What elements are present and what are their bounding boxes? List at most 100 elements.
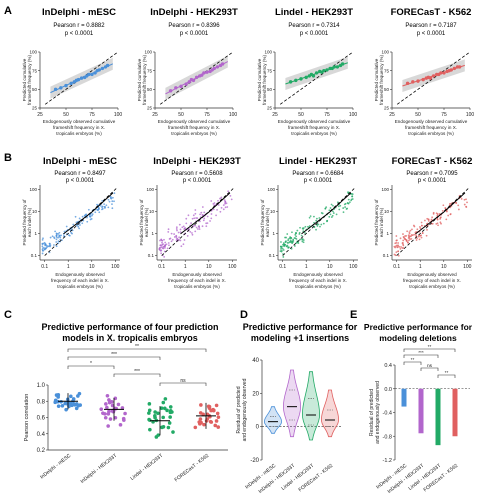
panel-b-point xyxy=(405,239,408,242)
panel-b-x-label: tropicalis embryos (%) xyxy=(57,284,103,289)
panel-a-point xyxy=(428,76,433,80)
panel-b-point xyxy=(402,244,405,247)
panel-b-point xyxy=(347,198,350,201)
panel-b-identity-line xyxy=(161,186,235,256)
panel-b-fit-line xyxy=(301,192,352,235)
panel-b-x-label: Endogenously observed xyxy=(55,272,105,277)
panel-b-point xyxy=(74,215,77,218)
panel-b-point xyxy=(296,229,299,232)
panel-a-x-tick-label: 100 xyxy=(114,112,123,118)
panel-b-point xyxy=(289,240,291,243)
panel-c-point xyxy=(216,425,221,429)
panel-a-x-tick-label: 50 xyxy=(63,112,69,118)
panel-b-point xyxy=(170,232,173,235)
panel-b-point xyxy=(295,235,298,238)
panel-letter-a: A xyxy=(4,5,12,17)
panel-b-point xyxy=(404,235,406,237)
panel-a-y-tick-label: 50 xyxy=(32,87,38,92)
panel-c-point xyxy=(153,410,157,414)
panel-c-point xyxy=(156,433,161,437)
panel-b-point xyxy=(224,202,226,205)
panel-b-x-tick-label: 1 xyxy=(419,264,422,270)
panel-b-point xyxy=(85,213,88,216)
panel-b-x-tick-label: 0.1 xyxy=(41,264,48,270)
panel-b-point xyxy=(210,200,213,202)
panel-b-point xyxy=(170,240,173,243)
panel-b-point xyxy=(301,238,304,240)
panel-a-point xyxy=(215,65,220,69)
panel-b-point xyxy=(222,208,225,211)
panel-b-point xyxy=(329,213,332,216)
panel-c-point xyxy=(104,402,108,406)
panel-b-y-tick-label: 100 xyxy=(267,187,275,192)
panel-b-point xyxy=(282,256,285,258)
panel-c-category-label: InDelphi - mESC xyxy=(39,453,72,481)
panel-e-y-tick-label: -0.8 xyxy=(383,434,392,440)
panel-b-point xyxy=(87,208,90,211)
panel-b-point xyxy=(177,231,180,234)
panel-b-point xyxy=(399,237,402,240)
panel-a-pvalue: p < 0.0001 xyxy=(180,31,209,37)
panel-a-point xyxy=(304,75,308,80)
panel-b-point xyxy=(324,207,327,210)
panel-a-point xyxy=(174,86,178,90)
panel-b-point xyxy=(331,214,334,217)
panel-b-point xyxy=(206,215,209,218)
panel-b-point xyxy=(202,219,205,222)
panel-b-point xyxy=(42,242,45,245)
panel-b-point xyxy=(210,217,213,220)
panel-a-y-label: Predicted cumulative xyxy=(22,58,27,101)
panel-b-point xyxy=(288,246,290,249)
panel-c-point xyxy=(198,411,203,415)
panel-b-identity-line xyxy=(396,186,470,256)
panel-c-point xyxy=(211,408,216,413)
panel-b-point xyxy=(212,202,215,205)
panel-b-title: InDelphi - HEK293T xyxy=(153,156,241,167)
panel-a-point xyxy=(340,62,345,66)
panel-b-x-label: Endogenously observed xyxy=(172,272,222,277)
panel-b-point xyxy=(446,210,448,213)
panel-b-point xyxy=(193,217,196,220)
panel-d-y-tick-label: 0 xyxy=(256,425,260,431)
panel-c-point xyxy=(105,405,109,410)
panel-c-point xyxy=(163,397,168,401)
panel-b-fit-line xyxy=(415,192,466,235)
panel-b-point xyxy=(203,217,206,220)
panel-b-point xyxy=(96,203,98,206)
panel-b-point xyxy=(217,204,220,206)
panel-b-fit-line xyxy=(63,192,114,235)
panel-b-point xyxy=(210,213,213,215)
panel-b-point xyxy=(303,231,306,234)
panel-b-point xyxy=(183,239,186,241)
panel-c-point xyxy=(147,402,152,406)
panel-e-significance-bracket xyxy=(437,374,456,378)
panel-b-point xyxy=(44,243,47,245)
panel-b-point xyxy=(427,218,430,221)
panel-a-y-tick-label: 25 xyxy=(147,106,153,111)
panel-b-point xyxy=(280,250,283,253)
panel-b-point xyxy=(203,211,206,214)
panel-a-x-label: tropicalis embryos (%) xyxy=(291,131,337,136)
panel-b-point xyxy=(397,254,400,257)
panel-c-point xyxy=(123,411,127,416)
panel-b-x-tick-label: 100 xyxy=(111,264,120,270)
panel-b-pearson: Pearson r = 0.8497 xyxy=(54,171,106,177)
panel-b-point xyxy=(420,221,423,224)
panel-b-point xyxy=(294,233,297,236)
panel-b-point xyxy=(175,235,178,238)
panel-b-point xyxy=(328,209,331,212)
panel-b-point xyxy=(220,196,223,199)
panel-b-point xyxy=(344,206,347,208)
panel-b-point xyxy=(41,238,44,241)
panel-b-point xyxy=(191,232,193,234)
panel-b-point xyxy=(318,217,321,219)
panel-a-point xyxy=(202,71,206,75)
panel-c-y-tick-label: 1.0 xyxy=(37,383,46,389)
panel-a-point xyxy=(322,68,326,73)
panel-b-point xyxy=(426,228,428,231)
panel-a-y-label: frameshift frequency (%) xyxy=(142,55,147,106)
panel-d-category-label: FORECasT - K562 xyxy=(298,463,335,494)
panel-b-point xyxy=(325,206,328,209)
panel-c-significance-bracket xyxy=(67,356,161,360)
panel-b-point xyxy=(163,245,165,248)
